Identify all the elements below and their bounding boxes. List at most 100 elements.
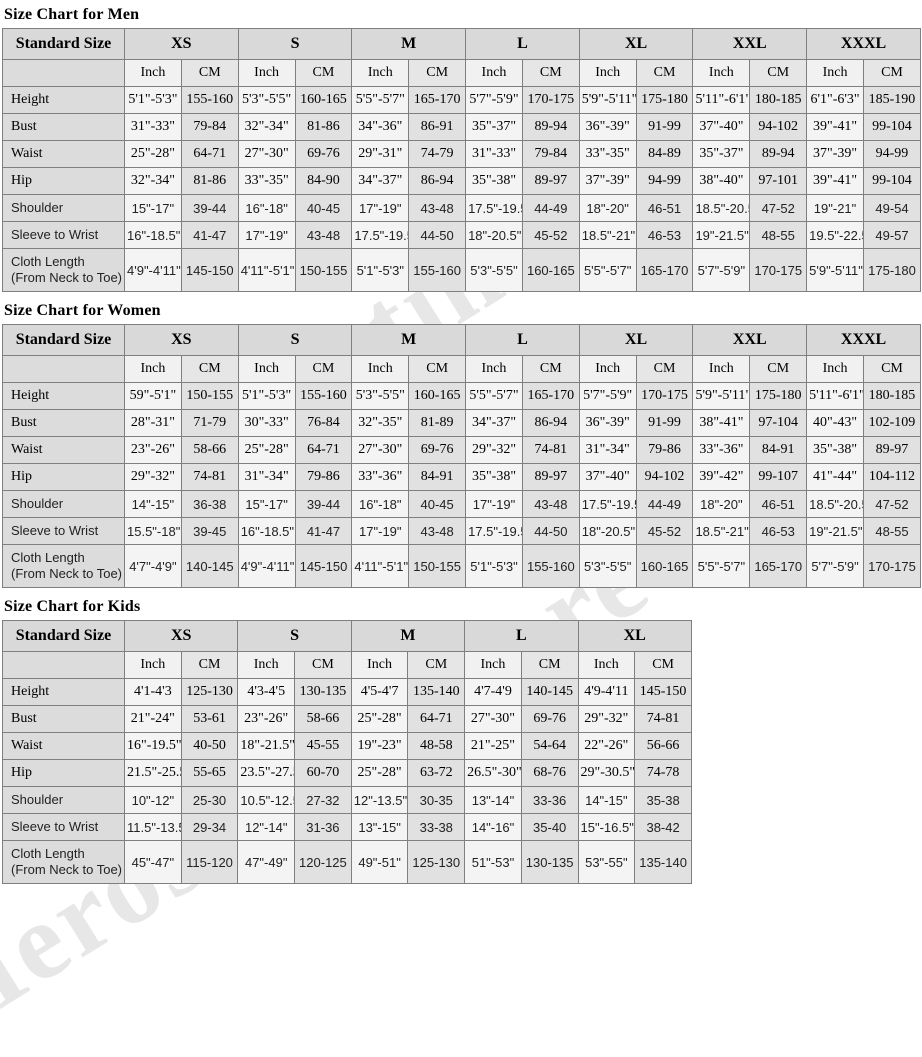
value-cell-cm: 155-160 <box>408 248 467 292</box>
unit-row: Inch CM Inch CM Inch CM Inch CM Inch CM Inch CM Inch… <box>2 59 922 87</box>
value-cell-cm: 68-76 <box>520 759 579 787</box>
row-label: Cloth Length (From Neck to Toe) <box>2 248 125 292</box>
value-cell-cm: 43-48 <box>408 194 467 222</box>
value-cell-cm: 69-76 <box>520 705 579 733</box>
value-cell-inch: 34"-36" <box>351 113 410 141</box>
value-cell-cm: 30-35 <box>407 786 466 814</box>
value-cell-cm: 165-170 <box>749 544 808 588</box>
value-cell-cm: 140-145 <box>520 678 579 706</box>
value-cell-inch: 19"-21" <box>806 194 864 222</box>
value-cell-cm: 69-76 <box>294 140 353 168</box>
value-cell-cm: 49-54 <box>862 194 922 222</box>
unit-header-inch: Inch <box>124 651 182 679</box>
measurement-row: Cloth Length (From Neck to Toe) 4'9"-4'11… <box>2 248 922 292</box>
value-cell-inch: 25"-28" <box>237 436 296 464</box>
row-label: Height <box>2 678 125 706</box>
value-cell-cm: 180-185 <box>862 382 922 410</box>
value-cell-inch: 4'9"-4'11" <box>237 544 296 588</box>
unit-header-cm: CM <box>521 59 580 87</box>
value-cell-inch: 38"-40" <box>692 167 751 195</box>
value-cell-cm: 48-58 <box>407 732 466 760</box>
size-header-xs: XS <box>124 324 239 356</box>
unit-header-cm: CM <box>408 59 467 87</box>
measurement-row: Hip 32"-34" 81-86 33"-35" 84-90 34"-37" 86-94 3… <box>2 167 922 195</box>
unit-header-inch: Inch <box>351 59 410 87</box>
row-label: Waist <box>2 140 125 168</box>
value-cell-cm: 89-97 <box>862 436 922 464</box>
unit-header-cm: CM <box>407 651 466 679</box>
value-cell-inch: 35"-38" <box>806 436 864 464</box>
value-cell-cm: 41-47 <box>180 221 239 249</box>
value-cell-inch: 5'5"-5'7" <box>351 86 410 114</box>
value-cell-cm: 97-104 <box>749 409 808 437</box>
row-label: Waist <box>2 436 125 464</box>
row-label: Sleeve to Wrist <box>2 813 125 841</box>
value-cell-inch: 18"-20.5" <box>578 517 637 545</box>
chart-title-men: Size Chart for Men <box>4 6 140 23</box>
value-cell-cm: 86-91 <box>408 113 467 141</box>
value-cell-cm: 56-66 <box>634 732 692 760</box>
value-cell-inch: 4'5-4'7 <box>350 678 409 706</box>
unit-header-inch: Inch <box>237 355 296 383</box>
value-cell-cm: 86-94 <box>408 167 467 195</box>
unit-header-cm: CM <box>180 355 239 383</box>
value-cell-inch: 13"-15" <box>350 813 409 841</box>
row-label: Hip <box>2 463 125 491</box>
value-cell-inch: 32"-35" <box>351 409 410 437</box>
value-cell-cm: 64-71 <box>294 436 353 464</box>
unit-header-cm: CM <box>862 59 922 87</box>
measurement-row: Hip 29"-32" 74-81 31"-34" 79-86 33"-36" 84-91 3… <box>2 463 922 491</box>
unit-header-inch: Inch <box>806 355 864 383</box>
value-cell-cm: 40-50 <box>180 732 239 760</box>
value-cell-cm: 48-55 <box>749 221 808 249</box>
unit-row: Inch CM Inch CM Inch CM Inch CM Inch CM <box>2 651 692 679</box>
header-row: Standard Size XS S M L XL XXL XXXL <box>2 28 921 60</box>
measurement-row: Shoulder 14"-15" 36-38 15"-17" 39-44 16"-18" 4… <box>2 490 922 518</box>
value-cell-inch: 16"-18" <box>237 194 296 222</box>
size-header-xxl: XXL <box>692 324 808 356</box>
measurement-row: Height 4'1-4'3 125-130 4'3-4'5 130-135 4'5-4'… <box>2 678 692 706</box>
value-cell-cm: 29-34 <box>180 813 239 841</box>
value-cell-inch: 4'7"-4'9" <box>124 544 182 588</box>
unit-header-cm: CM <box>180 59 239 87</box>
value-cell-cm: 86-94 <box>521 409 580 437</box>
value-cell-cm: 84-90 <box>294 167 353 195</box>
value-cell-cm: 99-104 <box>862 167 922 195</box>
value-cell-inch: 15"-17" <box>124 194 182 222</box>
value-cell-cm: 180-185 <box>749 86 808 114</box>
value-cell-inch: 17"-19" <box>351 517 410 545</box>
standard-size-header: Standard Size <box>2 28 125 60</box>
value-cell-cm: 130-135 <box>520 840 579 884</box>
value-cell-inch: 12"-13.5" <box>350 786 409 814</box>
value-cell-cm: 44-50 <box>521 517 580 545</box>
value-cell-cm: 69-76 <box>408 436 467 464</box>
value-cell-cm: 115-120 <box>180 840 239 884</box>
value-cell-inch: 30"-33" <box>237 409 296 437</box>
row-label: Height <box>2 86 125 114</box>
value-cell-inch: 35"-38" <box>465 463 523 491</box>
value-cell-inch: 10.5"-12.5" <box>237 786 296 814</box>
value-cell-inch: 37"-40" <box>692 113 751 141</box>
value-cell-inch: 14"-16" <box>464 813 522 841</box>
value-cell-cm: 91-99 <box>635 409 694 437</box>
value-cell-cm: 74-81 <box>180 463 239 491</box>
value-cell-inch: 59"-5'1" <box>124 382 182 410</box>
value-cell-cm: 33-38 <box>407 813 466 841</box>
value-cell-inch: 5'3"-5'5" <box>351 382 410 410</box>
value-cell-cm: 38-42 <box>634 813 692 841</box>
unit-header-inch: Inch <box>237 59 296 87</box>
size-header-xxxl: XXXL <box>806 28 921 60</box>
value-cell-cm: 40-45 <box>408 490 467 518</box>
value-cell-cm: 74-79 <box>408 140 467 168</box>
value-cell-cm: 39-44 <box>294 490 353 518</box>
unit-header-inch: Inch <box>350 651 409 679</box>
value-cell-cm: 150-155 <box>180 382 239 410</box>
value-cell-inch: 33"-36" <box>351 463 410 491</box>
value-cell-cm: 89-94 <box>521 113 580 141</box>
value-cell-inch: 29"-30.5" <box>577 759 636 787</box>
unit-row-blank-cell <box>2 651 125 679</box>
value-cell-inch: 4'9-4'11 <box>577 678 636 706</box>
size-header-s: S <box>237 324 353 356</box>
unit-header-cm: CM <box>520 651 579 679</box>
value-cell-inch: 5'5"-5'7" <box>578 248 637 292</box>
